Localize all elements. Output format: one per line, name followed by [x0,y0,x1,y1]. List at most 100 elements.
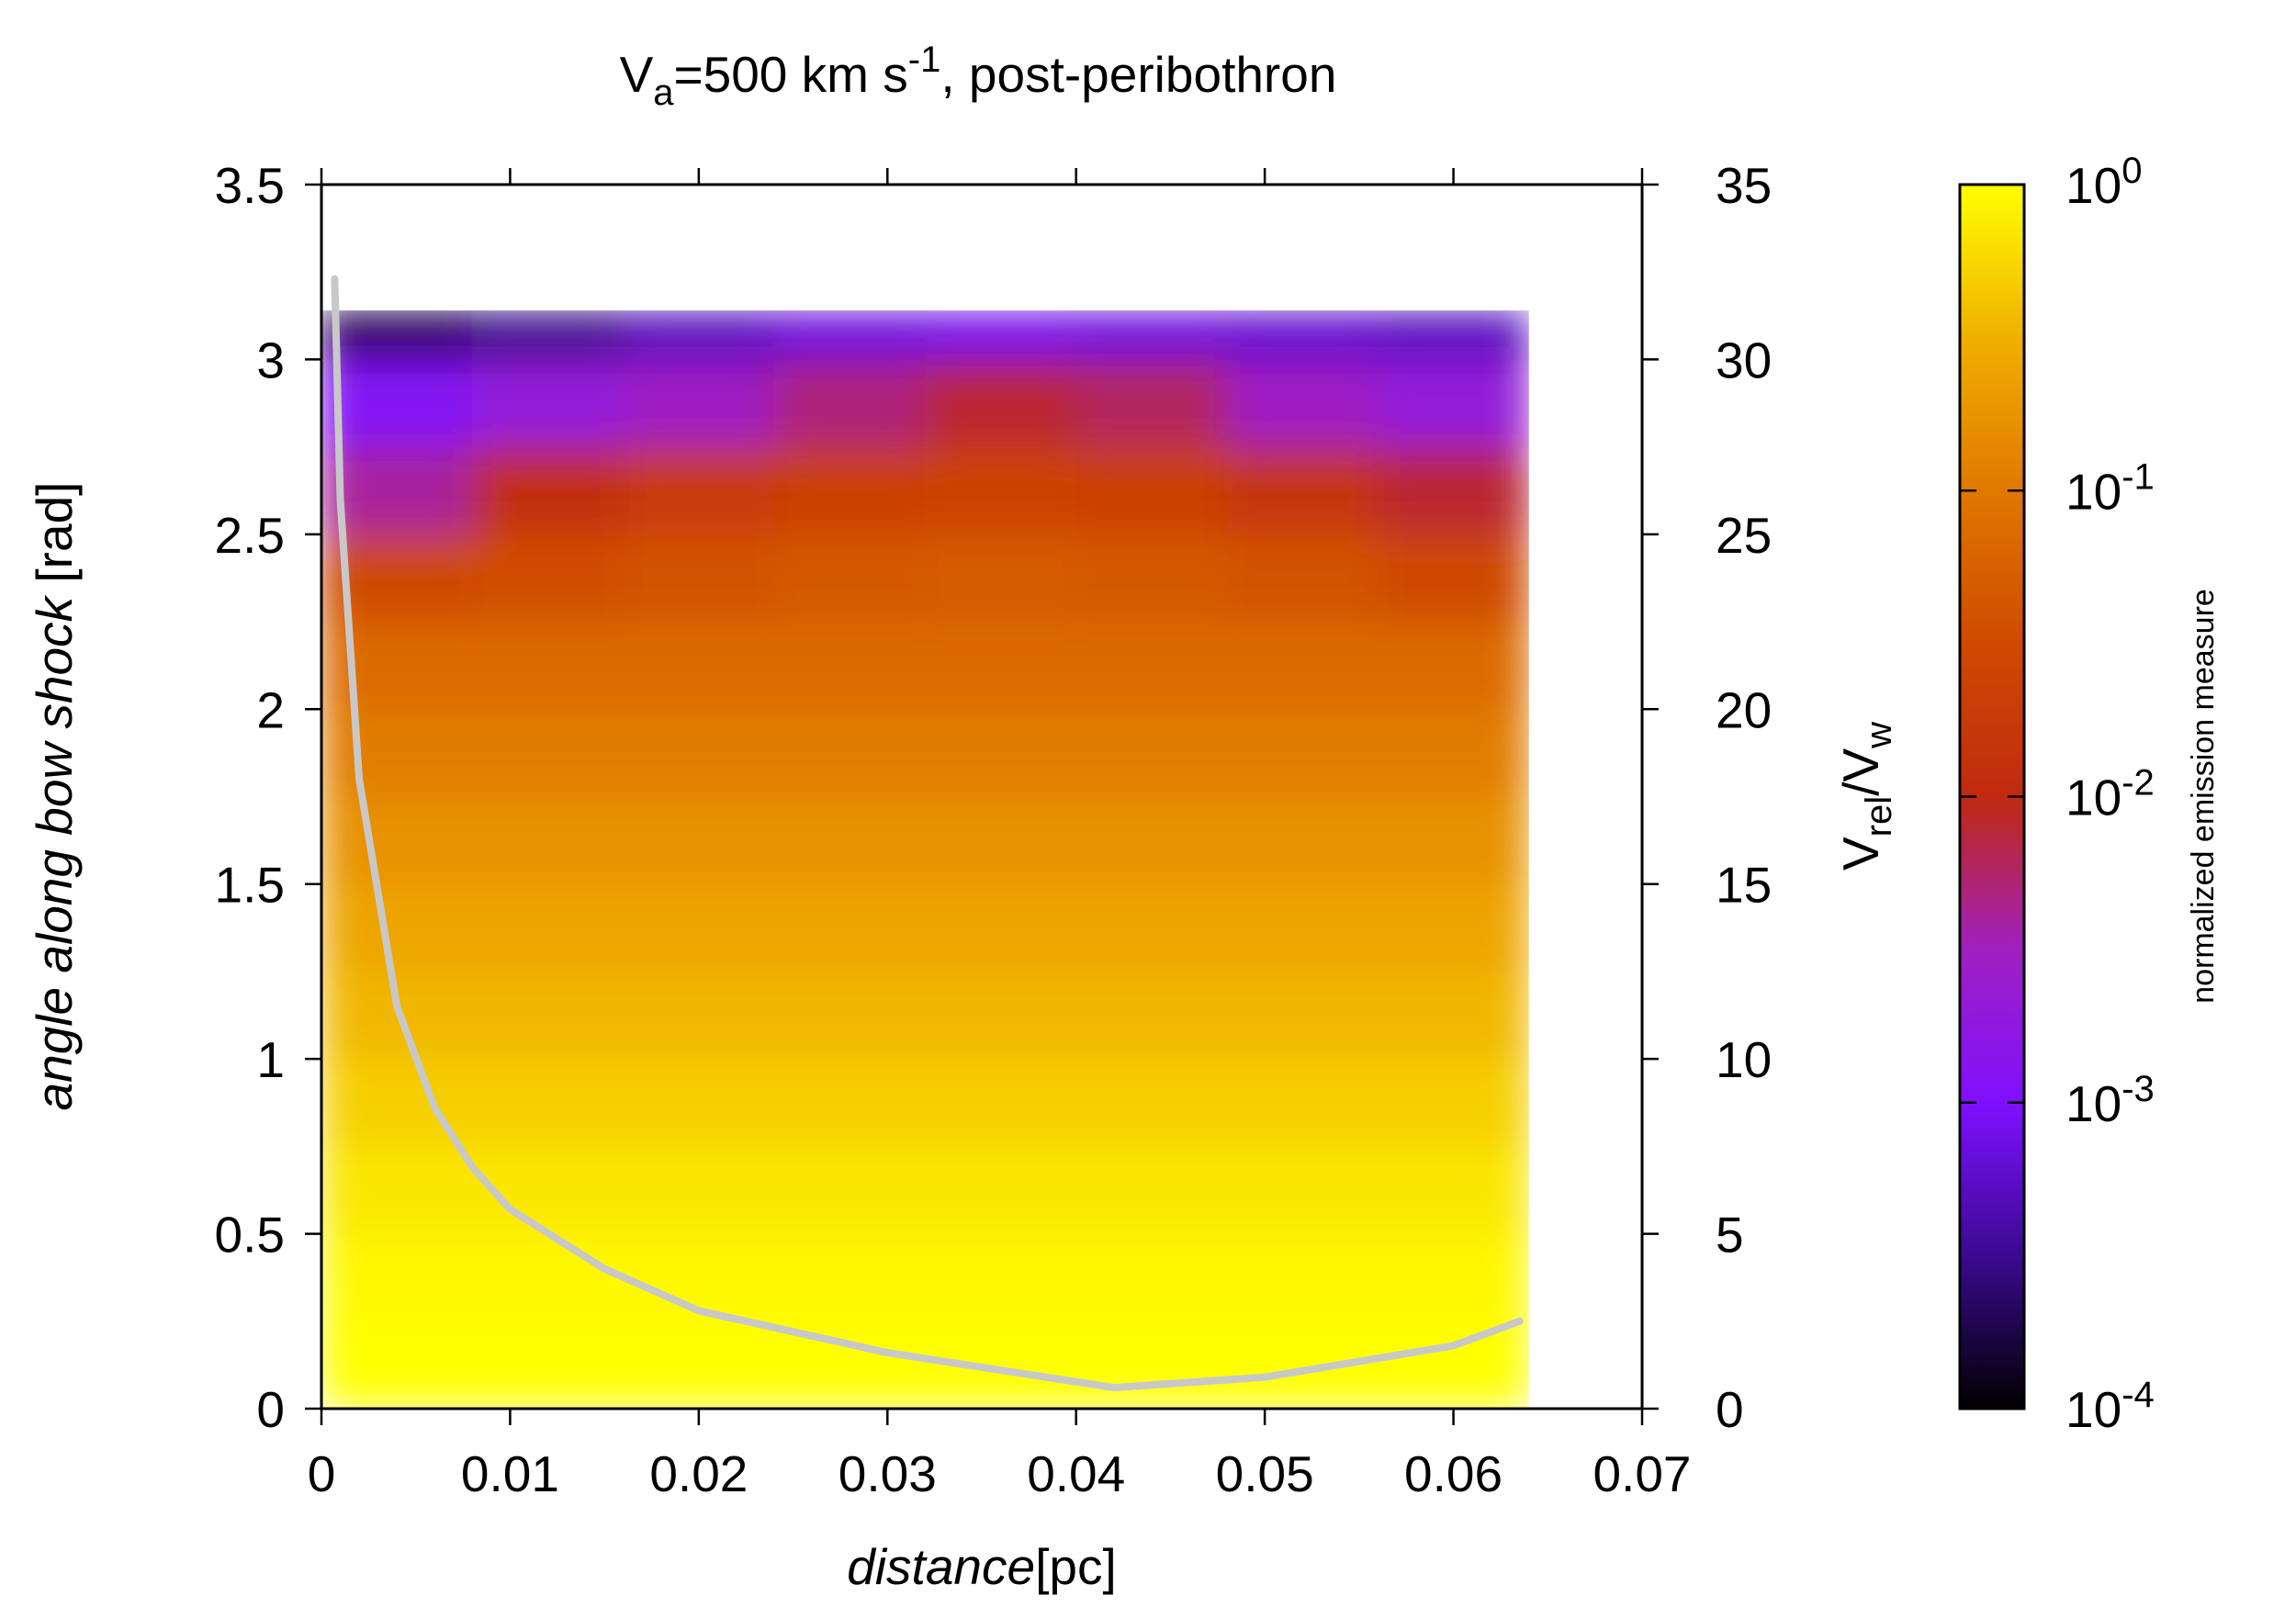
heatmap-cell [623,883,775,972]
y-tick-label: 3 [256,332,285,388]
heatmap-cell [1226,708,1379,797]
x-tick-label: 0 [308,1445,336,1502]
heatmap-cell [471,310,625,360]
y2-axis-label: Vrel/Vw [1832,722,1899,871]
heatmap-cell [924,310,1077,360]
heatmap-cell [1075,1058,1228,1147]
heatmap-cell [321,310,473,360]
heatmap-cell [1075,446,1228,535]
colorbar-tick-label: 10-3 [2065,1069,2155,1132]
heatmap-cell [321,358,473,448]
heatmap-cell [773,1145,926,1235]
x-tick-label: 0.06 [1404,1445,1503,1502]
heatmap-cell [1075,621,1228,710]
heatmap-cell [623,310,775,360]
heatmap-cell [773,883,926,972]
heatmap-cell [1377,534,1529,623]
y2-tick-label: 35 [1716,157,1772,214]
y-axis-label: angle along bow shock [rad] [26,482,83,1111]
y2-tick-label: 10 [1716,1031,1772,1088]
heatmap-cell [773,534,926,623]
x-tick-label: 0.01 [461,1445,559,1502]
x-tick-label: 0.05 [1216,1445,1314,1502]
y-tick-label: 2.5 [215,507,285,564]
heatmap-cell [924,1058,1077,1147]
heatmap-cell [1075,1145,1228,1235]
colorbar-tick-label: 10-2 [2065,763,2155,826]
heatmap-cell [321,883,473,972]
heatmap-cell [1377,708,1529,797]
heatmap-cell [1377,1058,1529,1147]
colorbar-tick-exp: -1 [2122,456,2155,497]
colorbar-tick-exp: -3 [2122,1069,2155,1109]
heatmap-cell [924,796,1077,885]
heatmap [321,310,1529,1410]
heatmap-cell [623,971,775,1060]
colorbar-tick-base: 10 [2065,463,2122,520]
heatmap-cell [321,1320,473,1410]
heatmap-cell [1226,358,1379,448]
heatmap-cell [471,358,625,448]
heatmap-cell [1226,883,1379,972]
heatmap-cell [1075,1320,1228,1410]
x-tick-label: 0.07 [1593,1445,1691,1502]
curve [331,275,1524,1392]
heatmap-cell [773,621,926,710]
y-tick-label: 3.5 [215,157,285,214]
heatmap-cell [1226,796,1379,885]
colorbar-tick-base: 10 [2065,770,2122,826]
y2-tick-label: 20 [1716,681,1772,738]
heatmap-cell [1377,358,1529,448]
colorbar-tick-base: 10 [2065,1075,2122,1132]
heatmap-cell [1226,1058,1379,1147]
colorbar-tick-exp: -4 [2122,1375,2155,1415]
heatmap-cell [924,1145,1077,1235]
heatmap-cell [471,1320,625,1410]
heatmap-cell [924,621,1077,710]
heatmap-cell [773,358,926,448]
heatmap-cell [623,1058,775,1147]
heatmap-cell [1377,796,1529,885]
heatmap-cell [623,446,775,535]
y2-tick-label: 5 [1716,1207,1744,1264]
heatmap-cell [471,446,625,535]
heatmap-cell [1075,1233,1228,1322]
heatmap-cell [1075,534,1228,623]
heatmap-cell [1226,534,1379,623]
heatmap-cell [1377,883,1529,972]
heatmap-cell [471,534,625,623]
heatmap-cell [924,971,1077,1060]
heatmap-cell [321,708,473,797]
heatmap-cell [1226,1233,1379,1322]
heatmap-cell [1075,310,1228,360]
heatmap-cell [924,446,1077,535]
heatmap-cell [1075,971,1228,1060]
heatmap-cell [1226,971,1379,1060]
x-tick-label: 0.04 [1027,1445,1125,1502]
heatmap-cell [321,621,473,710]
heatmap-cell [1226,621,1379,710]
colorbar-tick-exp: -2 [2122,763,2155,804]
heatmap-cell [471,971,625,1060]
heatmap-cell [1075,883,1228,972]
y-tick-label: 1.5 [215,857,285,914]
heatmap-cell [1377,1145,1529,1235]
heatmap-cell [321,796,473,885]
colorbar-tick-base: 10 [2065,157,2122,214]
heatmap-cell [1377,1233,1529,1322]
heatmap-cell [924,358,1077,448]
heatmap-cell [623,1320,775,1410]
colorbar-tick-label: 10-4 [2065,1375,2155,1438]
heatmap-cell [1377,621,1529,710]
y-tick-label: 0.5 [215,1207,285,1264]
heatmap-cell [1226,446,1379,535]
heatmap-cell [773,708,926,797]
heatmap-cell [1075,796,1228,885]
heatmap-cell [471,1233,625,1322]
heatmap-cell [471,1058,625,1147]
heatmap-cell [924,534,1077,623]
heatmap-cell [1377,310,1529,360]
heatmap-cell [773,1233,926,1322]
chart-title: Va=500 km s-1, post-peribothron [620,39,1337,113]
